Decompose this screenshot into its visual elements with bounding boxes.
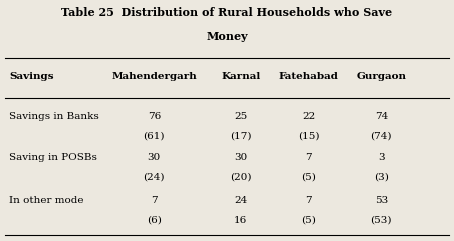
Text: 24: 24 (234, 196, 247, 205)
Text: (15): (15) (298, 131, 320, 140)
Text: In other mode: In other mode (9, 196, 84, 205)
Text: 53: 53 (375, 196, 388, 205)
Text: Money: Money (206, 31, 248, 42)
Text: (74): (74) (370, 131, 392, 140)
Text: (24): (24) (143, 172, 165, 181)
Text: 7: 7 (306, 153, 312, 162)
Text: Table 25  Distribution of Rural Households who Save: Table 25 Distribution of Rural Household… (61, 7, 393, 18)
Text: (53): (53) (370, 216, 392, 225)
Text: Saving in POSBs: Saving in POSBs (9, 153, 97, 162)
Text: 16: 16 (234, 216, 247, 225)
Text: (3): (3) (374, 172, 389, 181)
Text: Savings in Banks: Savings in Banks (9, 112, 99, 121)
Text: (61): (61) (143, 131, 165, 140)
Text: 25: 25 (234, 112, 247, 121)
Text: 22: 22 (302, 112, 316, 121)
Text: 7: 7 (151, 196, 158, 205)
Text: (17): (17) (230, 131, 252, 140)
Text: 76: 76 (148, 112, 161, 121)
Text: 30: 30 (234, 153, 247, 162)
Text: (5): (5) (301, 172, 316, 181)
Text: Fatehabad: Fatehabad (279, 72, 339, 81)
Text: 74: 74 (375, 112, 388, 121)
Text: (6): (6) (147, 216, 162, 225)
Text: (20): (20) (230, 172, 252, 181)
Text: Mahendergarh: Mahendergarh (112, 72, 197, 81)
Text: Karnal: Karnal (221, 72, 260, 81)
Text: Savings: Savings (9, 72, 54, 81)
Text: (5): (5) (301, 216, 316, 225)
Text: 7: 7 (306, 196, 312, 205)
Text: 3: 3 (378, 153, 385, 162)
Text: 30: 30 (148, 153, 161, 162)
Text: Gurgaon: Gurgaon (356, 72, 406, 81)
